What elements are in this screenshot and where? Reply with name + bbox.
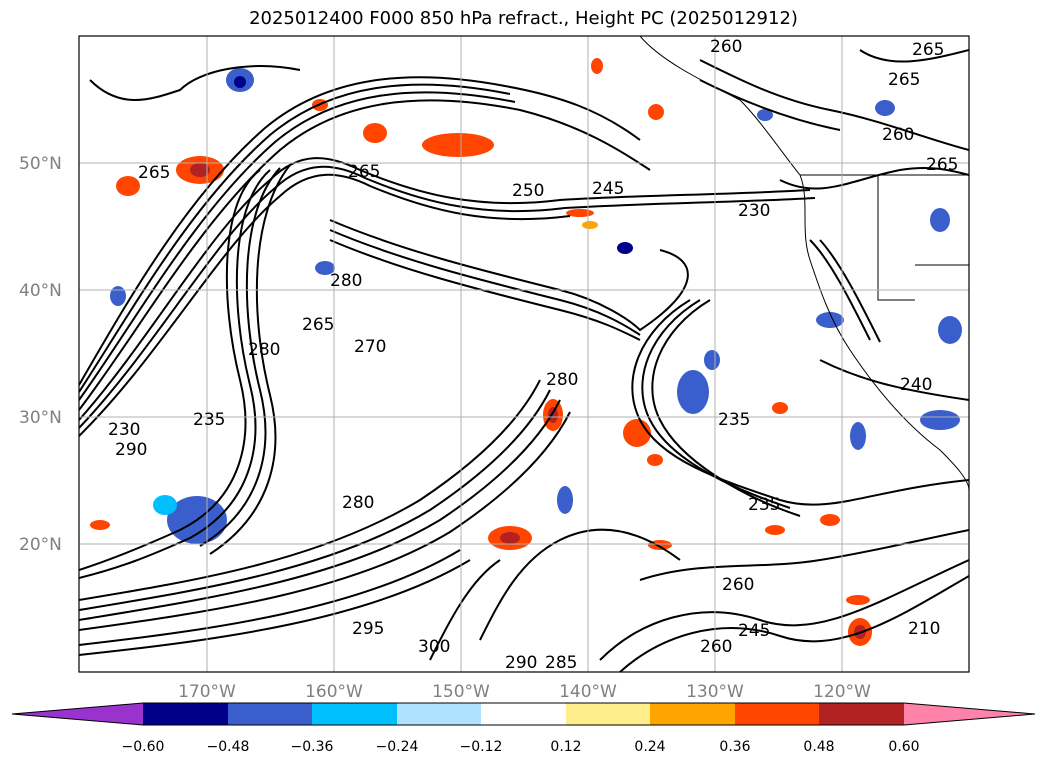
colorbar-segment [312, 703, 397, 725]
plot-title: 2025012400 F000 850 hPa refract., Height… [249, 8, 798, 29]
map-frame [78, 35, 970, 673]
contour-label: 265 [302, 315, 334, 335]
colorbar-segment [397, 703, 481, 725]
contour-label: 280 [342, 493, 374, 513]
lat-label: 50°N [19, 154, 62, 174]
lon-label: 130°W [686, 682, 744, 702]
colorbar-outline [11, 702, 1036, 726]
contour-label: 280 [248, 340, 280, 360]
lon-label: 140°W [559, 682, 617, 702]
contour-label: 260 [722, 575, 754, 595]
contour-label: 260 [700, 637, 732, 657]
colorbar-segment [819, 703, 904, 725]
contour-label: 265 [926, 155, 958, 175]
latitude-labels: 50°N 40°N 30°N 20°N [19, 154, 62, 555]
contour-label: 280 [546, 370, 578, 390]
colorbar-tick-label: −0.60 [122, 739, 165, 755]
contour-label: 265 [348, 162, 380, 182]
contour-label: 270 [354, 337, 386, 357]
contour-label: 230 [738, 201, 770, 221]
contour-label: 260 [882, 125, 914, 145]
colorbar-segment [481, 703, 566, 725]
colorbar-tick-label: 0.12 [550, 739, 581, 755]
longitude-labels: 170°W 160°W 150°W 140°W 130°W 120°W [178, 682, 871, 702]
contour-label: 280 [330, 271, 362, 291]
colorbar-segment [566, 703, 650, 725]
contour-label: 290 [505, 653, 537, 673]
colorbar: −0.60 −0.48 −0.36 −0.24 −0.12 0.12 0.24 … [11, 702, 1036, 755]
lon-label: 170°W [178, 682, 236, 702]
colorbar-tick-label: 0.36 [719, 739, 750, 755]
colorbar-segment [143, 703, 228, 725]
contour-label: 245 [738, 621, 770, 641]
map-panel [79, 36, 969, 672]
colorbar-extend-low [12, 703, 143, 725]
colorbar-tick-label: 0.24 [634, 739, 665, 755]
colorbar-tick-label: −0.48 [207, 739, 250, 755]
contour-label: 240 [900, 375, 932, 395]
contour-label: 265 [888, 70, 920, 90]
contour-label: 265 [912, 40, 944, 60]
contour-label: 260 [710, 37, 742, 57]
lon-label: 120°W [813, 682, 871, 702]
colorbar-segment [735, 703, 819, 725]
colorbar-tick-label: 0.60 [888, 739, 919, 755]
contour-label: 265 [138, 163, 170, 183]
contour-label: 230 [108, 420, 140, 440]
lat-label: 30°N [19, 408, 62, 428]
colorbar-segment [228, 703, 312, 725]
contour-label: 235 [193, 410, 225, 430]
contour-label: 290 [115, 440, 147, 460]
contour-label: 210 [908, 619, 940, 639]
contour-label: 285 [545, 653, 577, 673]
contour-label: 300 [418, 637, 450, 657]
colorbar-extend-high [904, 703, 1035, 725]
colorbar-tick-label: −0.36 [291, 739, 334, 755]
colorbar-tick-label: −0.12 [460, 739, 503, 755]
colorbar-tick-label: −0.24 [376, 739, 419, 755]
contour-labels: 260 265 265 260 265 265 265 250 245 230 … [108, 37, 958, 673]
contour-label: 250 [512, 181, 544, 201]
contour-label: 295 [352, 619, 384, 639]
lat-label: 20°N [19, 535, 62, 555]
lon-label: 160°W [305, 682, 363, 702]
lon-label: 150°W [432, 682, 490, 702]
graticule [79, 36, 969, 672]
contour-label: 235 [748, 495, 780, 515]
colorbar-segment [650, 703, 735, 725]
contour-label: 235 [718, 410, 750, 430]
height-contours [79, 49, 969, 672]
contour-label: 245 [592, 179, 624, 199]
lat-label: 40°N [19, 281, 62, 301]
colorbar-tick-label: 0.48 [803, 739, 834, 755]
coastlines [639, 36, 969, 491]
